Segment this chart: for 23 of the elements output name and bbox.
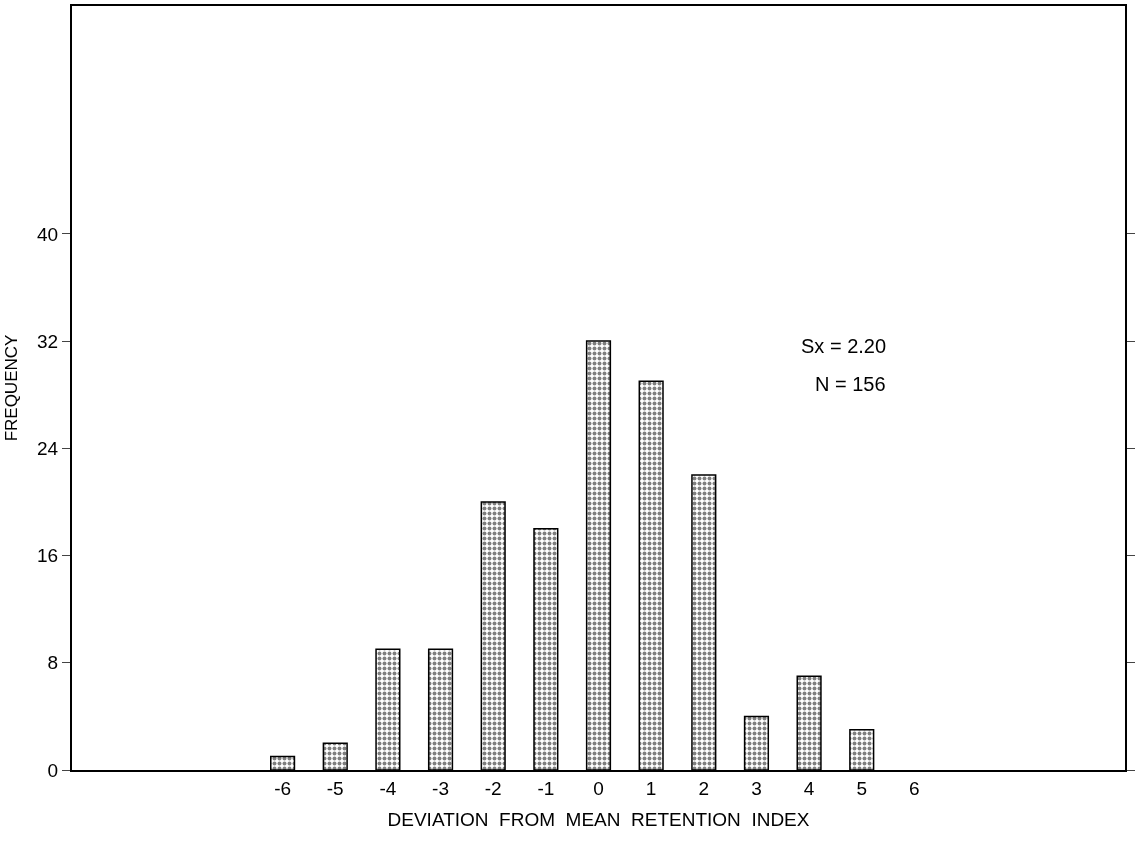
x-tick-label: 2 — [698, 777, 710, 799]
x-tick-label: 6 — [909, 777, 920, 799]
x-tick-label: -2 — [484, 777, 502, 799]
x-tick-label: 1 — [645, 777, 657, 799]
y-tick-label: 16 — [37, 545, 59, 567]
x-tick-label: -4 — [379, 777, 397, 799]
x-tick-label: 3 — [751, 777, 762, 799]
x-tick-label: -1 — [537, 777, 555, 799]
x-tick-label: -6 — [274, 777, 292, 799]
x-tick-label: 5 — [856, 777, 868, 799]
annotation: N = 156 — [815, 373, 886, 395]
x-tick-label: -3 — [432, 777, 449, 799]
x-tick-label: -5 — [326, 777, 344, 799]
x-axis-title: DEVIATION FROM MEAN RETENTION INDEX — [387, 809, 810, 831]
y-tick-label: 0 — [47, 759, 59, 781]
y-axis-title: FREQUENCY — [2, 334, 22, 442]
y-tick-label: 8 — [47, 652, 59, 674]
y-tick-label: 40 — [37, 223, 59, 245]
y-tick-label: 24 — [37, 437, 59, 459]
y-tick-label: 32 — [37, 330, 59, 352]
annotation: Sx = 2.20 — [801, 335, 887, 357]
x-tick-label: 4 — [803, 777, 815, 799]
x-tick-label: 0 — [593, 777, 604, 799]
